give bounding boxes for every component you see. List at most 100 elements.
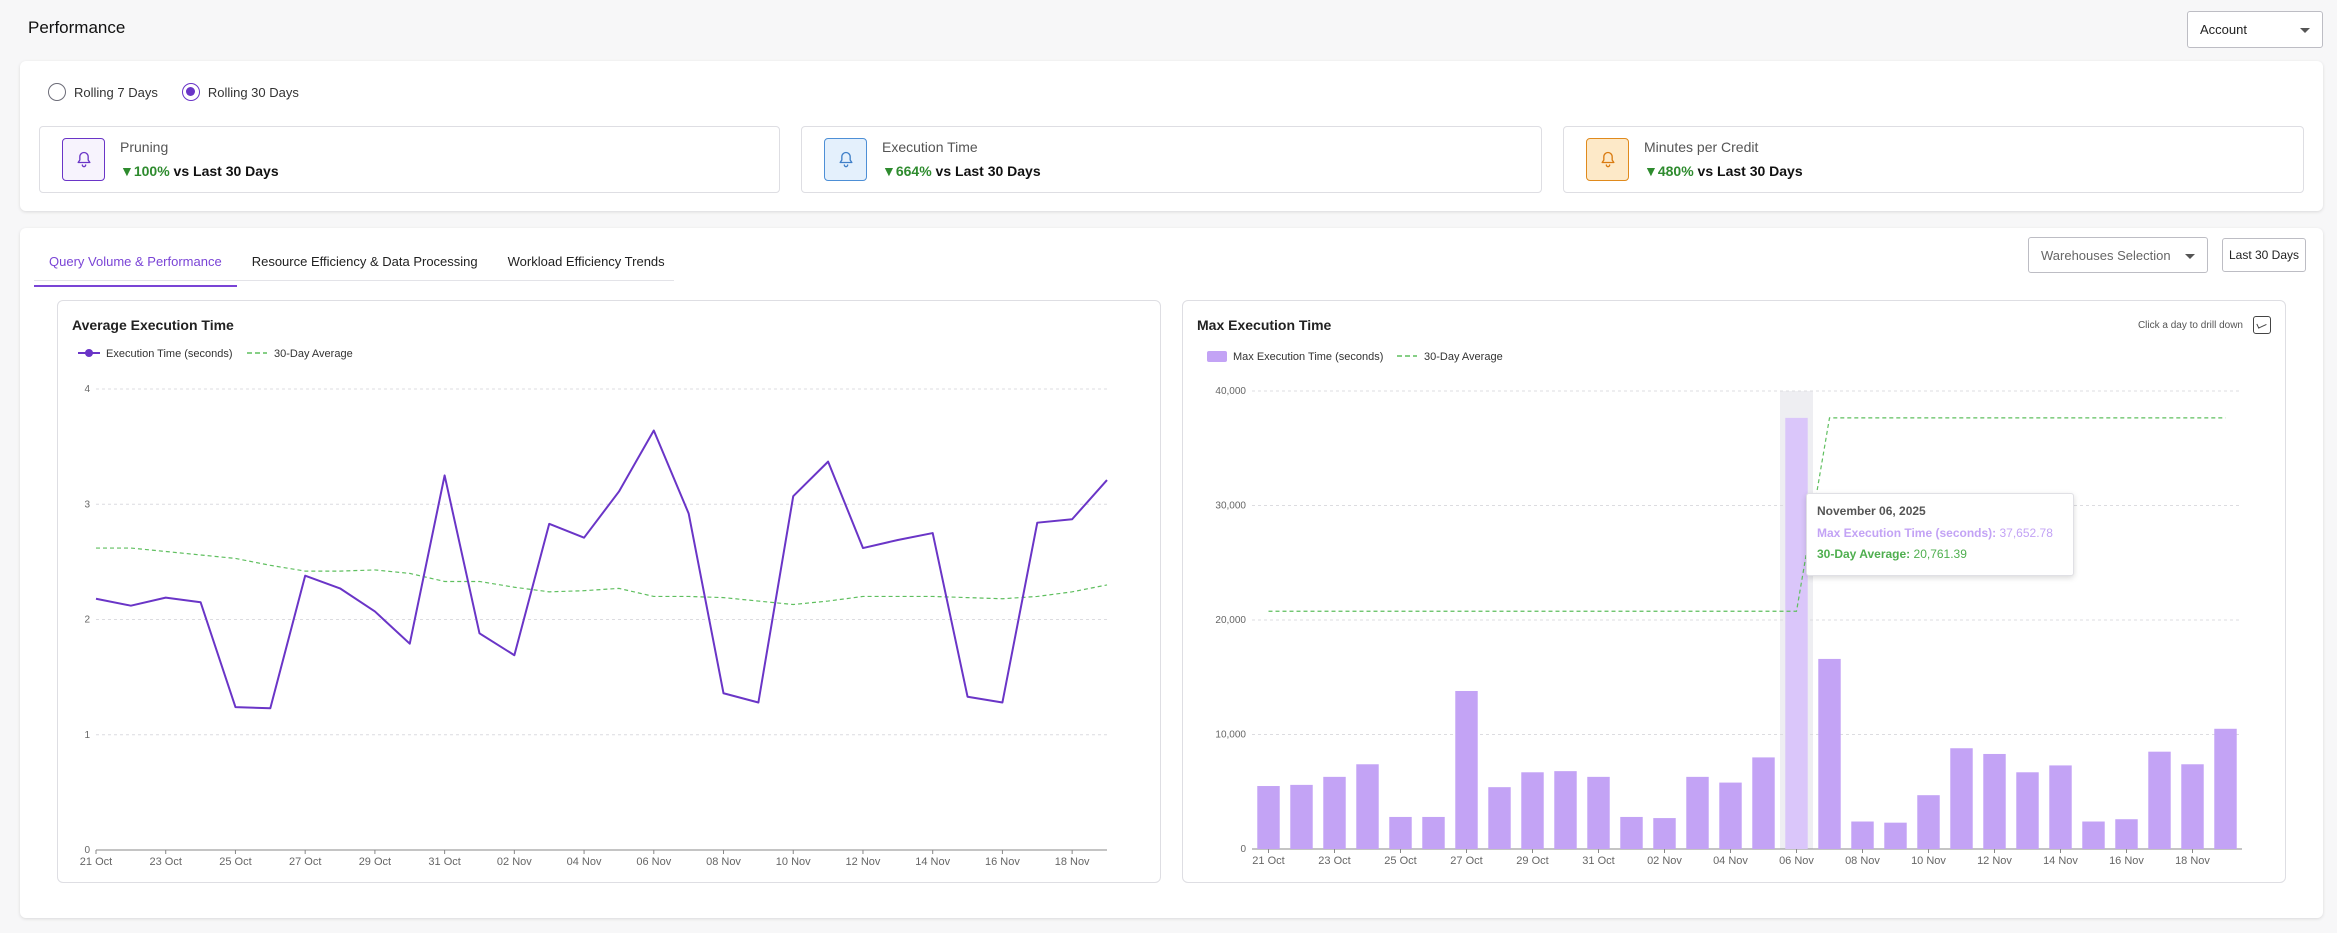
top-bar: Performance Account bbox=[0, 0, 2337, 60]
tooltip-avg-row: 30-Day Average: 20,761.39 bbox=[1817, 547, 1967, 561]
bar bbox=[1323, 776, 1346, 849]
bar bbox=[1752, 757, 1775, 849]
kpi-change: ▼100% vs Last 30 Days bbox=[120, 163, 279, 179]
bar bbox=[1554, 771, 1577, 849]
account-select[interactable]: Account bbox=[2187, 11, 2323, 48]
y-tick-label: 0 bbox=[1240, 844, 1246, 855]
y-tick-label: 3 bbox=[84, 499, 90, 510]
bell-icon bbox=[1586, 138, 1629, 181]
radio-circle-selected[interactable] bbox=[181, 83, 200, 101]
warehouses-select[interactable]: Warehouses Selection bbox=[2028, 237, 2208, 273]
x-tick-label: 21 Oct bbox=[1252, 855, 1284, 867]
bar bbox=[2082, 821, 2105, 849]
y-tick-label: 2 bbox=[84, 615, 90, 626]
tab-workload-efficiency[interactable]: Workload Efficiency Trends bbox=[507, 254, 665, 269]
execution-series-line bbox=[95, 429, 1108, 710]
bar bbox=[1818, 658, 1841, 849]
kpi-card-minutes-per-credit: Minutes per Credit ▼480% vs Last 30 Days bbox=[1563, 126, 2304, 193]
bar bbox=[2016, 772, 2039, 849]
bell-icon bbox=[824, 138, 867, 181]
radio-label: Rolling 30 Days bbox=[207, 84, 299, 100]
bar bbox=[1521, 772, 1544, 849]
kpi-change: ▼664% vs Last 30 Days bbox=[882, 163, 1041, 179]
bar bbox=[1785, 417, 1808, 849]
x-tick-label: 25 Oct bbox=[1384, 855, 1416, 867]
x-tick-label: 04 Nov bbox=[1713, 855, 1748, 867]
bar bbox=[1884, 822, 1907, 849]
summary-card: Rolling 7 Days Rolling 30 Days Pruning ▼… bbox=[20, 61, 2323, 211]
bar bbox=[1917, 795, 1940, 849]
max-execution-chart-panel: Max Execution Time Click a day to drill … bbox=[1182, 300, 2286, 883]
bar bbox=[2181, 764, 2204, 849]
bar bbox=[1257, 786, 1280, 849]
chevron-down-icon bbox=[2185, 254, 2195, 259]
x-tick-label: 18 Nov bbox=[2175, 855, 2210, 867]
x-tick-label: 10 Nov bbox=[1911, 855, 1946, 867]
tooltip-max-row: Max Execution Time (seconds): 37,652.78 bbox=[1817, 526, 2053, 540]
max-execution-bar-chart[interactable]: 0 10,000 20,000 30,000 40,000 21 Oct 23 Oct 25 … bbox=[1183, 301, 2287, 884]
avg-execution-chart-panel: Average Execution Time 0 1 2 3 4 21 Oct 23 Oct… bbox=[57, 300, 1161, 883]
chevron-down-icon bbox=[2300, 28, 2310, 33]
charts-card: Query Volume & Performance Resource Effi… bbox=[20, 228, 2323, 918]
x-tick-label: 16 Nov bbox=[985, 856, 1020, 868]
x-tick-label: 06 Nov bbox=[636, 856, 671, 868]
x-tick-label: 31 Oct bbox=[428, 856, 460, 868]
drill-down-icon[interactable] bbox=[2253, 316, 2271, 334]
bar bbox=[1950, 748, 1973, 849]
legend-label: 30-Day Average bbox=[274, 348, 353, 360]
bar bbox=[1587, 776, 1610, 849]
bar bbox=[2115, 819, 2138, 849]
avg-execution-line-chart[interactable]: 0 1 2 3 4 21 Oct 23 Oct 25 Oct 27 Oct 29 Oct 31 Oc… bbox=[58, 301, 1162, 884]
bar bbox=[1389, 816, 1412, 849]
x-tick-label: 08 Nov bbox=[706, 856, 741, 868]
x-tick-label: 23 Oct bbox=[150, 856, 182, 868]
x-tick-label: 14 Nov bbox=[2043, 855, 2078, 867]
x-tick-label: 10 Nov bbox=[776, 856, 811, 868]
average-series-line bbox=[1268, 417, 2226, 612]
x-tick-label: 18 Nov bbox=[1055, 856, 1090, 868]
radio-rolling-30[interactable]: Rolling 30 Days bbox=[181, 83, 299, 101]
x-tick-label: 29 Oct bbox=[1516, 855, 1548, 867]
tab-divider bbox=[34, 280, 674, 281]
y-tick-label: 40,000 bbox=[1215, 386, 1246, 397]
radio-rolling-7[interactable]: Rolling 7 Days bbox=[48, 83, 158, 101]
bar bbox=[1455, 690, 1478, 849]
drill-down-hint: Click a day to drill down bbox=[2137, 320, 2243, 331]
x-tick-label: 12 Nov bbox=[1977, 855, 2012, 867]
bar bbox=[1653, 818, 1676, 849]
bar bbox=[1983, 753, 2006, 849]
chart-title: Max Execution Time bbox=[1197, 317, 1332, 333]
y-tick-label: 10,000 bbox=[1215, 730, 1246, 741]
y-tick-label: 20,000 bbox=[1215, 615, 1246, 626]
bar bbox=[1719, 782, 1742, 849]
x-tick-label: 21 Oct bbox=[80, 856, 112, 868]
x-tick-label: 12 Nov bbox=[846, 856, 881, 868]
bar bbox=[1851, 821, 1874, 849]
kpi-title: Minutes per Credit bbox=[1644, 139, 1759, 155]
x-tick-label: 14 Nov bbox=[915, 856, 950, 868]
radio-label: Rolling 7 Days bbox=[74, 84, 158, 100]
x-tick-label: 02 Nov bbox=[1647, 855, 1682, 867]
chart-tooltip: November 06, 2025 Max Execution Time (se… bbox=[1806, 493, 2074, 576]
tab-bar: Query Volume & Performance Resource Effi… bbox=[34, 243, 680, 287]
x-tick-label: 02 Nov bbox=[497, 856, 532, 868]
bar bbox=[2049, 765, 2072, 849]
legend-bar-marker bbox=[1207, 351, 1227, 362]
tooltip-date: November 06, 2025 bbox=[1817, 504, 1926, 518]
chart-title: Average Execution Time bbox=[72, 317, 234, 333]
tab-resource-efficiency[interactable]: Resource Efficiency & Data Processing bbox=[251, 254, 478, 269]
x-tick-label: 25 Oct bbox=[219, 856, 251, 868]
y-tick-label: 1 bbox=[84, 730, 90, 741]
date-range-button[interactable]: Last 30 Days bbox=[2222, 238, 2306, 272]
legend-label: Execution Time (seconds) bbox=[106, 348, 233, 360]
legend-dot-marker bbox=[85, 349, 93, 357]
tab-query-volume[interactable]: Query Volume & Performance bbox=[34, 243, 237, 287]
kpi-title: Pruning bbox=[120, 139, 169, 155]
kpi-card-pruning: Pruning ▼100% vs Last 30 Days bbox=[39, 126, 780, 193]
account-select-label: Account bbox=[2200, 22, 2247, 37]
radio-circle[interactable] bbox=[48, 83, 66, 101]
x-tick-label: 23 Oct bbox=[1318, 855, 1350, 867]
page-title: Performance bbox=[28, 18, 126, 37]
y-tick-label: 0 bbox=[84, 845, 90, 856]
legend-label: Max Execution Time (seconds) bbox=[1233, 351, 1383, 363]
